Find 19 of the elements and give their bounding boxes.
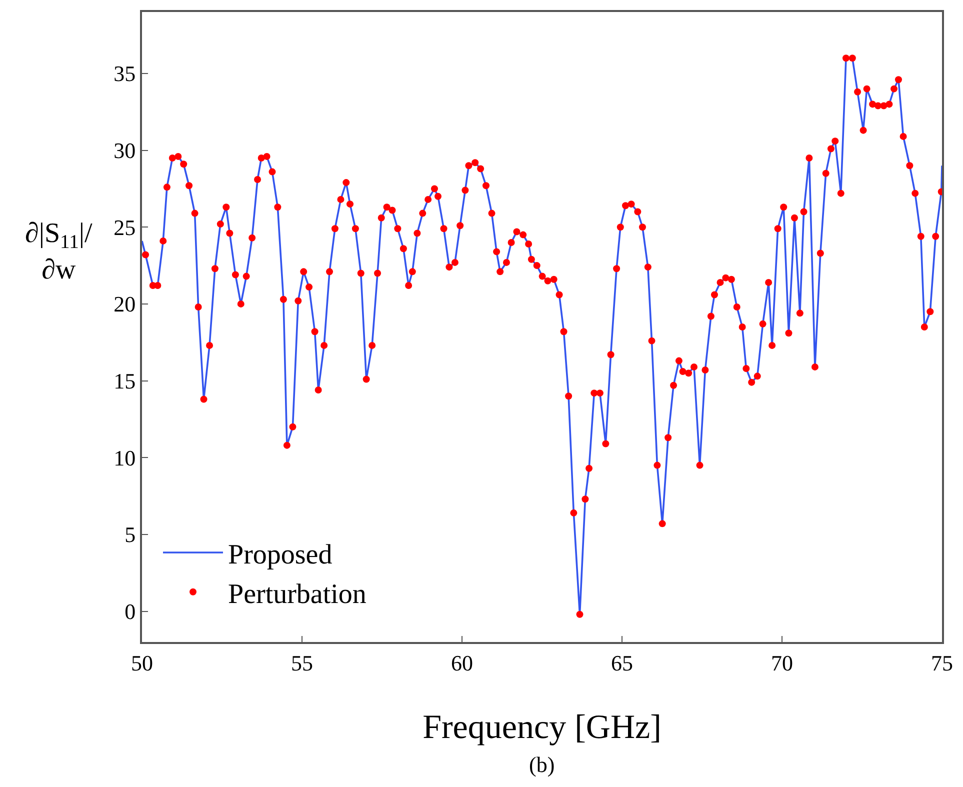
x-tick-label: 70 <box>771 650 793 676</box>
y-tick-label: 15 <box>114 368 136 394</box>
legend-label: Perturbation <box>228 578 366 610</box>
y-tick-label: 0 <box>124 598 136 624</box>
legend-label: Proposed <box>228 539 332 570</box>
text: (b) <box>529 752 555 777</box>
y-tick-label: 35 <box>114 61 136 86</box>
x-tick-label: 55 <box>291 650 313 676</box>
x-tick-label: 75 <box>931 650 953 676</box>
x-tick-label: 60 <box>451 650 473 676</box>
y-tick-label: 25 <box>114 214 136 240</box>
x-tick-label: 65 <box>611 650 633 676</box>
y-tick-label: 10 <box>114 445 136 470</box>
y-tick-label: 5 <box>124 522 136 548</box>
x-axis-title: Frequency [GHz] <box>422 709 662 746</box>
y-tick-label: 30 <box>114 138 136 163</box>
y-tick-label: 20 <box>114 292 136 317</box>
y-axis-title: ∂|S$_{11}$|/∂w <box>25 218 92 286</box>
x-tick-label: 50 <box>131 650 153 676</box>
